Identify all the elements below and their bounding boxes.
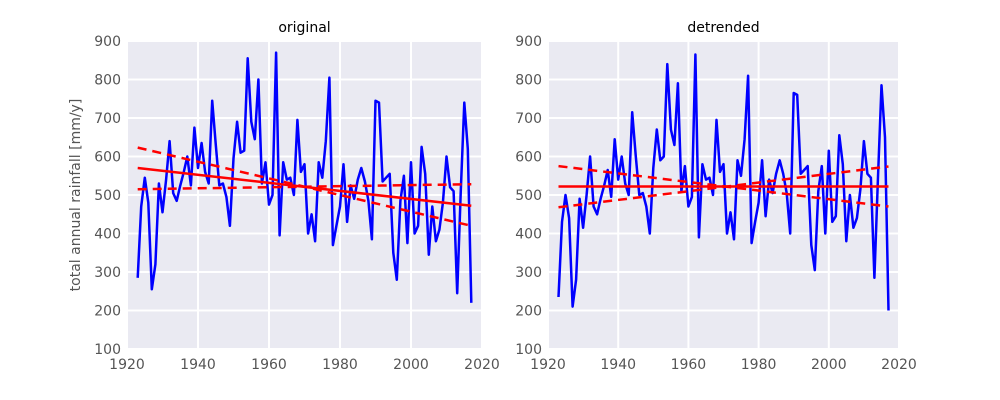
x-tick-label: 1920: [530, 357, 566, 373]
rainfall-series-line: [557, 53, 890, 311]
panel-detrended: 1920 1940 1960 1980 2000 2020 100 200 300 400 500 6…: [515, 20, 917, 373]
gridlines: [547, 40, 900, 350]
tick-labels: 1920 1940 1960 1980 2000 2020 100 200 300 400 500 6…: [94, 34, 500, 373]
y-tick-label: 500: [515, 188, 542, 204]
chart-title: original: [278, 20, 330, 36]
series-group: [136, 51, 473, 303]
x-tick-label: 2000: [811, 357, 847, 373]
y-tick-label: 200: [515, 304, 542, 320]
y-tick-label: 300: [515, 265, 542, 281]
x-tick-label: 1980: [322, 357, 358, 373]
y-tick-label: 400: [94, 227, 121, 243]
y-tick-label: 900: [94, 34, 121, 50]
y-tick-label: 600: [94, 150, 121, 166]
x-tick-label: 1940: [180, 357, 216, 373]
y-tick-label: 700: [515, 111, 542, 127]
tick-labels: 1920 1940 1960 1980 2000 2020 100 200 300 400 500 6…: [515, 34, 917, 373]
x-tick-label: 1980: [741, 357, 777, 373]
chart-title: detrended: [687, 20, 759, 36]
series-group: [557, 53, 890, 311]
confidence-band-line: [137, 182, 472, 191]
panel-original: 1920 1940 1960 1980 2000 2020 100 200 300 400 500 6…: [68, 20, 500, 373]
y-tick-label: 200: [94, 304, 121, 320]
y-tick-label: 400: [515, 227, 542, 243]
y-tick-label: 100: [94, 342, 121, 358]
y-tick-label: 700: [94, 111, 121, 127]
confidence-band-line: [558, 165, 889, 209]
y-tick-label: 300: [94, 265, 121, 281]
rainfall-series-line: [136, 51, 473, 303]
y-tick-label: 800: [94, 73, 121, 89]
y-axis-label: total annual rainfall [mm/y]: [68, 99, 84, 292]
x-tick-label: 2020: [881, 357, 917, 373]
y-tick-label: 600: [515, 150, 542, 166]
x-tick-label: 2000: [393, 357, 429, 373]
y-tick-label: 500: [94, 188, 121, 204]
gridlines: [126, 40, 483, 350]
y-tick-label: 100: [515, 342, 542, 358]
y-tick-label: 900: [515, 34, 542, 50]
x-tick-label: 1940: [600, 357, 636, 373]
x-tick-label: 2020: [464, 357, 500, 373]
x-tick-label: 1960: [671, 357, 707, 373]
y-tick-label: 800: [515, 73, 542, 89]
x-tick-label: 1920: [109, 357, 145, 373]
x-tick-label: 1960: [251, 357, 287, 373]
